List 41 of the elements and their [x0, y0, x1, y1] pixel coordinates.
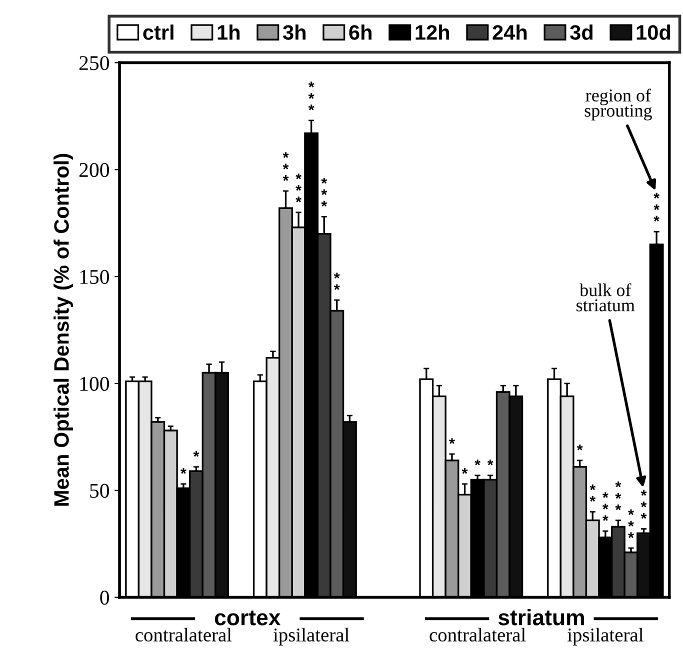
legend-label: 1h	[218, 24, 240, 40]
data-label: **	[334, 272, 340, 290]
legend-label: 10d	[636, 24, 670, 40]
data-label: ***	[654, 192, 660, 222]
data-label: *	[462, 468, 468, 474]
y-tick-label: 200	[79, 162, 110, 178]
data-label: *	[193, 451, 200, 457]
legend-label: 24h	[492, 24, 527, 40]
data-label: ***	[628, 509, 634, 538]
annotation: bulk of striatum	[576, 283, 635, 312]
annotation: region of sprouting	[584, 88, 652, 120]
x-tick-label: contralateral	[136, 628, 232, 642]
y-tick-label: 250	[79, 56, 110, 70]
y-axis-title: Mean Optical Density (% of Control)	[54, 154, 73, 506]
legend-label: 12h	[416, 24, 450, 40]
y-tick-label: 150	[80, 270, 110, 284]
x-tick-label: ipsilateral	[273, 628, 350, 646]
data-label: ***	[640, 490, 647, 519]
x-tick-label: contralateral	[430, 628, 526, 642]
legend-label: 3d	[570, 24, 593, 40]
text: striatum	[498, 609, 584, 626]
y-tick-label: 100	[80, 376, 110, 391]
data-label: ***	[615, 482, 622, 510]
data-label: *	[474, 460, 480, 466]
x-tick-label: ipsilateral	[567, 628, 644, 646]
y-tick-label: 50	[90, 484, 110, 498]
text: cortex	[214, 610, 281, 626]
data-label: *	[449, 438, 455, 444]
legend-label: ctrl	[143, 24, 174, 40]
data-label: *	[576, 444, 583, 450]
data-label: ***	[282, 152, 289, 181]
legend-label: 3h	[282, 24, 306, 40]
data-label: ***	[296, 174, 302, 202]
data-label: *	[487, 460, 494, 466]
data-label: *	[180, 468, 186, 474]
legend-label: 6h	[349, 24, 372, 40]
data-label: ***	[602, 492, 608, 521]
data-label: ***	[308, 82, 314, 110]
data-label: **	[590, 484, 596, 502]
y-tick-label: 0	[100, 590, 110, 605]
data-label: ***	[321, 178, 328, 207]
